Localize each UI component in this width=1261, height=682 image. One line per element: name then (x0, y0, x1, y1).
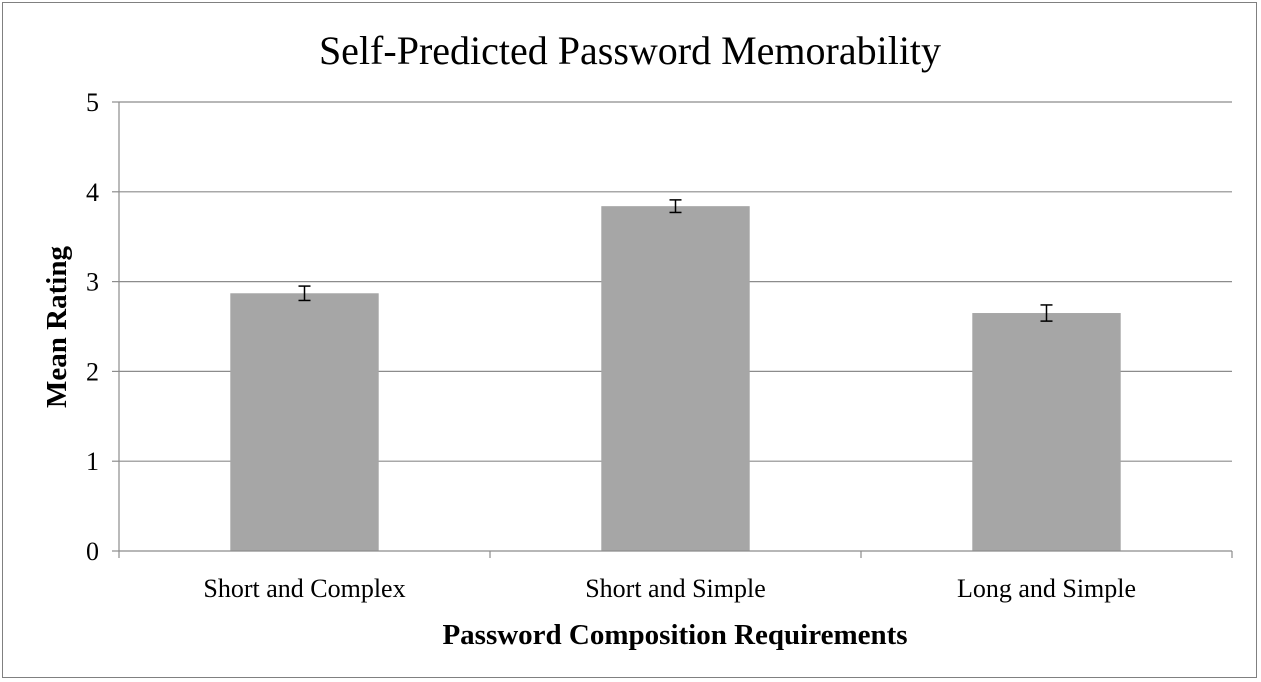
y-axis-title: Mean Rating (41, 246, 73, 408)
y-tick-label: 4 (86, 178, 99, 207)
x-category-label: Short and Complex (203, 574, 405, 603)
chart-title: Self-Predicted Password Memorability (319, 28, 941, 73)
y-tick-label: 0 (86, 537, 99, 566)
y-tick-label: 5 (86, 88, 99, 117)
x-category-label: Short and Simple (585, 574, 766, 603)
y-tick-label: 2 (86, 357, 99, 386)
y-tick-label: 1 (86, 447, 99, 476)
y-tick-label: 3 (86, 268, 99, 297)
x-axis-title: Password Composition Requirements (442, 619, 907, 651)
bar (972, 313, 1121, 551)
bar (601, 206, 750, 551)
x-category-label: Long and Simple (957, 574, 1136, 603)
x-axis: Short and Complex Short and Simple Long an… (118, 102, 1233, 603)
y-axis-ticks: 0 1 2 3 4 5 (86, 88, 119, 566)
bars (230, 199, 1121, 551)
bar (230, 293, 379, 551)
